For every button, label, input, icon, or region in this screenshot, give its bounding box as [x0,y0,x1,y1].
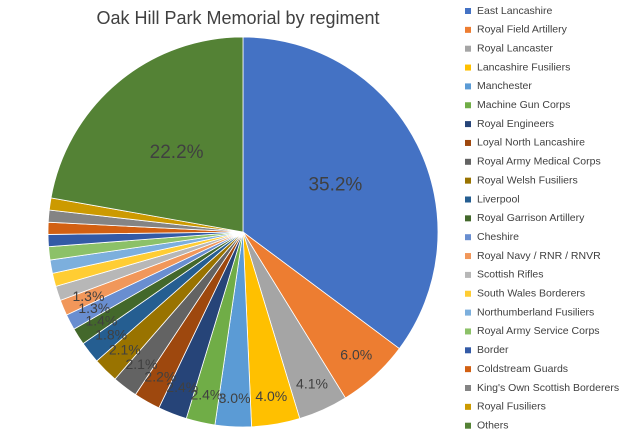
chart-title: Oak Hill Park Memorial by regiment [96,8,379,28]
data-label: 22.2% [150,142,204,163]
legend-label: Royal Army Service Corps [477,325,600,337]
legend-swatch [465,366,471,373]
data-label: 1.3% [73,288,105,304]
data-label: 35.2% [308,175,362,196]
legend-swatch [465,422,471,429]
data-label: 2.2% [144,369,176,385]
legend-swatch [465,290,471,297]
legend-label: Northumberland Fusiliers [477,306,594,318]
pie-slice [50,36,244,233]
data-label: 4.1% [296,376,328,392]
legend-swatch [465,328,471,335]
legend-label: Manchester [477,80,532,92]
pie-slice [242,36,439,350]
legend-label: Royal Army Medical Corps [477,156,601,168]
data-label: 2.1% [126,356,158,372]
data-label: 1.3% [78,300,110,316]
legend-label: Liverpool [477,193,520,205]
legend-swatch [465,121,471,128]
legend-label: Royal Fusiliers [477,401,546,413]
legend-swatch [465,139,471,146]
legend-label: Royal Lancaster [477,42,553,54]
legend-swatch [465,26,471,33]
legend-label: Royal Field Artillery [477,24,568,36]
legend-label: Border [477,344,509,356]
legend-label: Royal Engineers [477,118,554,130]
legend-label: Royal Navy / RNR / RNVR [477,250,601,262]
data-label: 3.0% [219,390,251,406]
data-label: 6.0% [340,346,372,362]
legend-swatch [465,196,471,203]
legend-label: East Lancashire [477,5,552,17]
legend-swatch [465,215,471,222]
legend-swatch [465,83,471,90]
legend-swatch [465,102,471,109]
data-label: 2.1% [109,342,141,358]
legend-swatch [465,177,471,184]
data-label: 4.0% [255,388,287,404]
data-label: 2.4% [190,386,222,402]
legend-swatch [465,45,471,52]
legend-swatch [465,309,471,316]
legend-label: Coldstream Guards [477,363,568,375]
legend-label: Others [477,419,509,431]
legend-label: Scottish Rifles [477,269,544,281]
legend-swatch [465,234,471,241]
legend-swatch [465,64,471,71]
legend-swatch [465,271,471,278]
data-label: 1.4% [85,313,117,329]
data-label: 1.8% [95,326,127,342]
data-label: 2.4% [166,379,198,395]
legend-label: Royal Garrison Artillery [477,212,585,224]
legend-label: South Wales Borderers [477,288,585,300]
legend-label: King's Own Scottish Borderers [477,382,619,394]
legend-swatch [465,253,471,260]
legend-label: Machine Gun Corps [477,99,570,111]
legend-swatch [465,158,471,165]
legend-swatch [465,385,471,391]
legend-label: Loyal North Lancashire [477,137,585,149]
legend-swatch [465,347,471,354]
legend-label: Lancashire Fusiliers [477,61,570,73]
legend-label: Royal Welsh Fusiliers [477,174,578,186]
legend-swatch [465,403,471,410]
legend-swatch [465,8,471,14]
legend-label: Cheshire [477,231,519,243]
